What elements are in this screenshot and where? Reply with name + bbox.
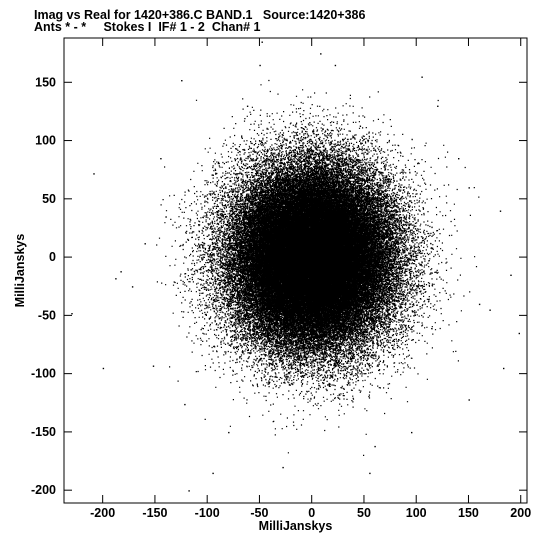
- outlier-point: [489, 309, 491, 311]
- outlier-point: [181, 80, 183, 82]
- outlier-point: [437, 105, 439, 107]
- x-tick-label: 200: [510, 506, 531, 520]
- outlier-point: [152, 365, 155, 367]
- outlier-point: [468, 399, 470, 401]
- outlier-point: [212, 472, 214, 475]
- outlier-point: [165, 216, 167, 218]
- outlier-point: [261, 41, 263, 43]
- y-tick-label: 100: [35, 134, 56, 148]
- y-tick-label: -150: [31, 425, 56, 439]
- outlier-point: [468, 187, 470, 189]
- outlier-point: [499, 210, 502, 212]
- x-tick-label: 0: [308, 506, 315, 520]
- outlier-point: [115, 278, 117, 280]
- x-tick-label: -200: [90, 506, 115, 520]
- outlier-point: [421, 76, 423, 78]
- outlier-point: [184, 403, 186, 406]
- y-axis-ticks: -200 -150 -100 -50 0 50 100 150: [31, 75, 527, 497]
- outlier-point: [71, 313, 73, 315]
- outlier-point: [503, 367, 505, 370]
- y-tick-label: 150: [35, 75, 56, 89]
- outlier-point: [518, 332, 520, 335]
- x-axis-ticks: -200 -150 -100 -50 0 50 100 150 200: [90, 38, 531, 520]
- outlier-point: [458, 158, 460, 160]
- outlier-point: [374, 445, 376, 448]
- outlier-point: [282, 466, 284, 469]
- outlier-point: [160, 158, 162, 160]
- outlier-point: [131, 286, 134, 288]
- outlier-point: [102, 367, 105, 370]
- y-tick-label: -50: [38, 308, 56, 322]
- y-axis-label: MilliJanskys: [13, 234, 27, 308]
- chart-subtitle: Ants * - * Stokes I IF# 1 - 2 Chan# 1: [34, 20, 261, 34]
- outlier-point: [478, 303, 481, 306]
- outlier-point: [120, 271, 122, 273]
- point-cloud: [156, 79, 480, 457]
- outlier-point: [369, 472, 371, 475]
- x-axis-label: MilliJanskys: [259, 519, 333, 533]
- data-points: [71, 41, 520, 492]
- y-tick-label: 50: [42, 192, 56, 206]
- x-tick-label: -50: [250, 506, 268, 520]
- x-tick-label: 100: [406, 506, 427, 520]
- chart-title: Imag vs Real for 1420+386.C BAND.1 Sourc…: [34, 8, 366, 22]
- outlier-point: [510, 274, 512, 276]
- y-tick-label: 0: [49, 250, 56, 264]
- x-tick-label: 150: [458, 506, 479, 520]
- x-tick-label: -150: [142, 506, 167, 520]
- outlier-point: [246, 105, 249, 107]
- outlier-point: [320, 53, 322, 55]
- outlier-point: [188, 490, 190, 492]
- outlier-point: [259, 64, 261, 67]
- outlier-point: [411, 431, 413, 434]
- outlier-point: [334, 64, 337, 67]
- plot-frame: [63, 37, 528, 504]
- outlier-point: [144, 243, 146, 245]
- x-tick-label: 50: [357, 506, 371, 520]
- outlier-point: [93, 173, 95, 175]
- y-tick-label: -100: [31, 367, 56, 381]
- y-tick-label: -200: [31, 483, 56, 497]
- x-tick-label: -100: [195, 506, 220, 520]
- outlier-point: [228, 431, 230, 434]
